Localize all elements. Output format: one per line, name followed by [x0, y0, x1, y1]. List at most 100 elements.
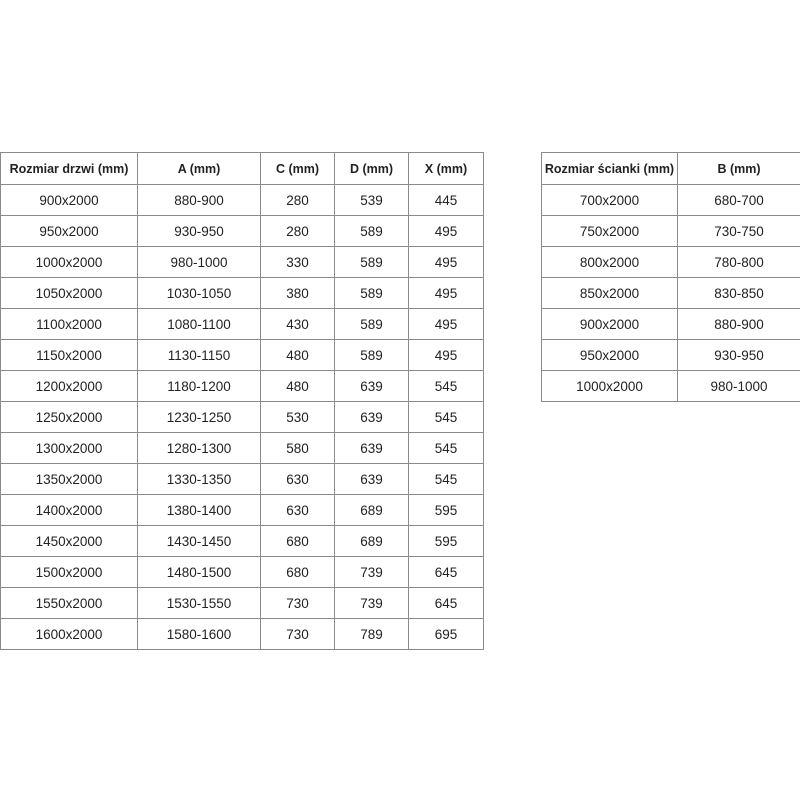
table-header-row: Rozmiar drzwi (mm) A (mm) C (mm) D (mm) X (m… [0, 152, 484, 185]
table-cell: 680 [260, 556, 335, 588]
table-cell: 880-900 [137, 184, 261, 216]
table-row: 1100x2000 1080-1100 430 589 495 [0, 308, 484, 340]
table-cell: 1030-1050 [137, 277, 261, 309]
table-cell: 545 [408, 463, 484, 495]
table-row: 950x2000 930-950 280 589 495 [0, 215, 484, 247]
table-cell: 800x2000 [541, 246, 678, 278]
table-cell: 545 [408, 370, 484, 402]
table-cell: 630 [260, 463, 335, 495]
door-sizes-table: Rozmiar drzwi (mm) A (mm) C (mm) D (mm) X (m… [0, 152, 484, 650]
table-cell: 750x2000 [541, 215, 678, 247]
table-row: 1400x2000 1380-1400 630 689 595 [0, 494, 484, 526]
column-header: Rozmiar ścianki (mm) [541, 152, 678, 185]
table-row: 1300x2000 1280-1300 580 639 545 [0, 432, 484, 464]
table-cell: 1580-1600 [137, 618, 261, 650]
table-cell: 539 [334, 184, 409, 216]
table-cell: 495 [408, 246, 484, 278]
table-cell: 730 [260, 618, 335, 650]
table-cell: 595 [408, 494, 484, 526]
table-cell: 280 [260, 184, 335, 216]
wall-sizes-table: Rozmiar ścianki (mm) B (mm) 700x2000 680-7… [541, 152, 800, 402]
table-cell: 639 [334, 401, 409, 433]
table-cell: 739 [334, 587, 409, 619]
table-row: 950x2000 930-950 [541, 339, 800, 371]
table-cell: 1000x2000 [541, 370, 678, 402]
table-cell: 1480-1500 [137, 556, 261, 588]
table-cell: 495 [408, 308, 484, 340]
table-cell: 1430-1450 [137, 525, 261, 557]
table-cell: 739 [334, 556, 409, 588]
table-row: 700x2000 680-700 [541, 184, 800, 216]
table-cell: 1080-1100 [137, 308, 261, 340]
table-cell: 950x2000 [541, 339, 678, 371]
table-cell: 645 [408, 556, 484, 588]
table-cell: 980-1000 [137, 246, 261, 278]
table-cell: 730-750 [677, 215, 800, 247]
table-cell: 1250x2000 [0, 401, 138, 433]
table-cell: 1400x2000 [0, 494, 138, 526]
table-cell: 689 [334, 494, 409, 526]
table-cell: 900x2000 [0, 184, 138, 216]
column-header: X (mm) [408, 152, 484, 185]
table-cell: 930-950 [677, 339, 800, 371]
table-cell: 1200x2000 [0, 370, 138, 402]
table-cell: 780-800 [677, 246, 800, 278]
table-cell: 1230-1250 [137, 401, 261, 433]
table-cell: 930-950 [137, 215, 261, 247]
table-cell: 330 [260, 246, 335, 278]
table-cell: 680-700 [677, 184, 800, 216]
table-cell: 730 [260, 587, 335, 619]
table-row: 1550x2000 1530-1550 730 739 645 [0, 587, 484, 619]
table-cell: 1380-1400 [137, 494, 261, 526]
table-cell: 1000x2000 [0, 246, 138, 278]
table-cell: 589 [334, 339, 409, 371]
table-row: 1250x2000 1230-1250 530 639 545 [0, 401, 484, 433]
table-cell: 480 [260, 370, 335, 402]
table-cell: 1100x2000 [0, 308, 138, 340]
table-row: 1000x2000 980-1000 [541, 370, 800, 402]
table-row: 1050x2000 1030-1050 380 589 495 [0, 277, 484, 309]
table-row: 850x2000 830-850 [541, 277, 800, 309]
table-row: 900x2000 880-900 [541, 308, 800, 340]
table-row: 1000x2000 980-1000 330 589 495 [0, 246, 484, 278]
table-row: 1150x2000 1130-1150 480 589 495 [0, 339, 484, 371]
table-row: 1500x2000 1480-1500 680 739 645 [0, 556, 484, 588]
column-header: B (mm) [677, 152, 800, 185]
table-cell: 850x2000 [541, 277, 678, 309]
table-cell: 1300x2000 [0, 432, 138, 464]
table-row: 800x2000 780-800 [541, 246, 800, 278]
table-cell: 830-850 [677, 277, 800, 309]
table-cell: 1450x2000 [0, 525, 138, 557]
column-header: Rozmiar drzwi (mm) [0, 152, 138, 185]
table-cell: 900x2000 [541, 308, 678, 340]
table-cell: 430 [260, 308, 335, 340]
table-cell: 589 [334, 277, 409, 309]
table-cell: 880-900 [677, 308, 800, 340]
table-cell: 1150x2000 [0, 339, 138, 371]
table-cell: 1330-1350 [137, 463, 261, 495]
table-cell: 639 [334, 370, 409, 402]
table-header-row: Rozmiar ścianki (mm) B (mm) [541, 152, 800, 185]
column-header: C (mm) [260, 152, 335, 185]
table-cell: 530 [260, 401, 335, 433]
table-row: 1200x2000 1180-1200 480 639 545 [0, 370, 484, 402]
table-cell: 495 [408, 339, 484, 371]
table-cell: 545 [408, 432, 484, 464]
table-cell: 789 [334, 618, 409, 650]
table-cell: 680 [260, 525, 335, 557]
table-cell: 1600x2000 [0, 618, 138, 650]
table-cell: 700x2000 [541, 184, 678, 216]
table-row: 900x2000 880-900 280 539 445 [0, 184, 484, 216]
table-cell: 950x2000 [0, 215, 138, 247]
table-cell: 639 [334, 432, 409, 464]
table-row: 1350x2000 1330-1350 630 639 545 [0, 463, 484, 495]
table-cell: 1350x2000 [0, 463, 138, 495]
table-row: 1450x2000 1430-1450 680 689 595 [0, 525, 484, 557]
column-header: A (mm) [137, 152, 261, 185]
table-cell: 1130-1150 [137, 339, 261, 371]
table-cell: 480 [260, 339, 335, 371]
table-cell: 545 [408, 401, 484, 433]
table-cell: 630 [260, 494, 335, 526]
table-cell: 589 [334, 246, 409, 278]
table-cell: 1500x2000 [0, 556, 138, 588]
